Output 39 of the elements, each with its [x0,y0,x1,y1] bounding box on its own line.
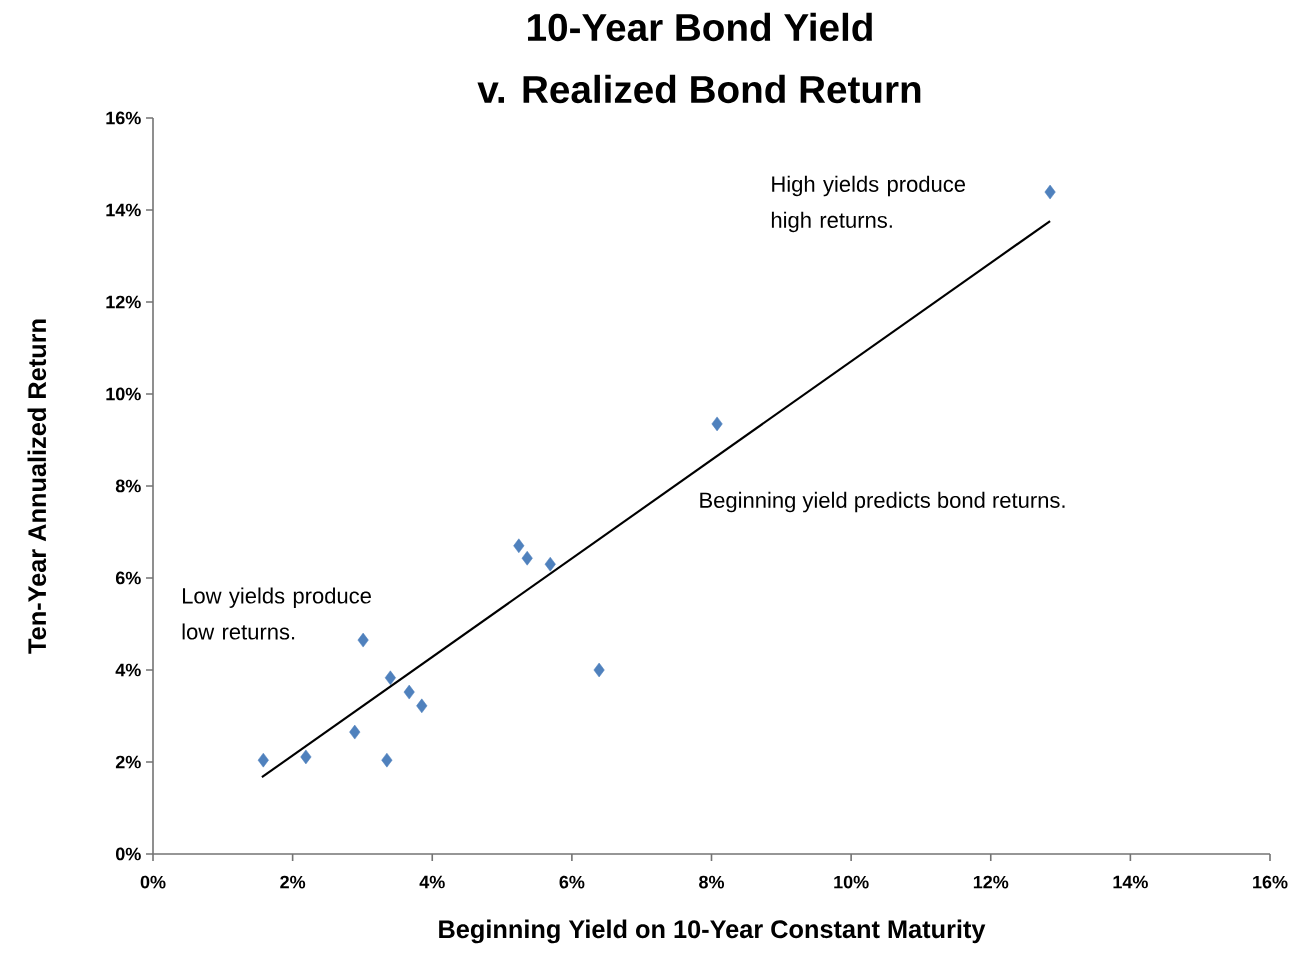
x-tick-label: 6% [559,875,585,889]
point [544,556,556,572]
x-tick-label: 8% [699,875,725,889]
point [381,752,393,768]
point [357,632,369,648]
x-tick-label: 2% [280,875,306,889]
point [403,684,415,700]
annotation: High yields produce high returns. [771,175,966,233]
chart-subtitle: v. Realized Bond Return [477,74,921,104]
point [384,670,396,686]
x-tick-label: 0% [140,875,166,889]
y-tick-label: 6% [115,571,141,585]
point [349,724,361,740]
y-tick-label: 0% [115,847,141,861]
x-tick-label: 12% [973,875,1009,889]
y-tick-label: 10% [106,387,141,401]
x-tick-label: 16% [1253,875,1288,889]
chart-title: 10-Year Bond Yield [528,12,872,42]
y-axis-title: Ten-Year Annualized Return [27,319,47,654]
annotation: Beginning yield predicts bond returns. [700,491,1065,513]
x-axis-title: Beginning Yield on 10-Year Constant Maturity [439,919,986,944]
y-tick-label: 12% [106,295,141,309]
point [416,698,428,714]
x-tick-label: 14% [1113,875,1148,889]
y-tick-label: 4% [115,663,141,677]
x-tick-label: 10% [834,875,869,889]
point [521,550,533,566]
point [300,749,312,765]
y-tick-label: 8% [115,479,141,493]
y-tick-label: 2% [115,755,141,769]
point [513,538,525,554]
x-tick-label: 4% [419,875,445,889]
point [257,752,269,768]
y-tick-label: 14% [106,203,141,217]
y-tick-label: 16% [106,111,141,125]
annotation: Low yields produce low returns. [182,587,371,640]
point [711,416,723,432]
point [593,662,605,678]
point [1044,184,1056,200]
